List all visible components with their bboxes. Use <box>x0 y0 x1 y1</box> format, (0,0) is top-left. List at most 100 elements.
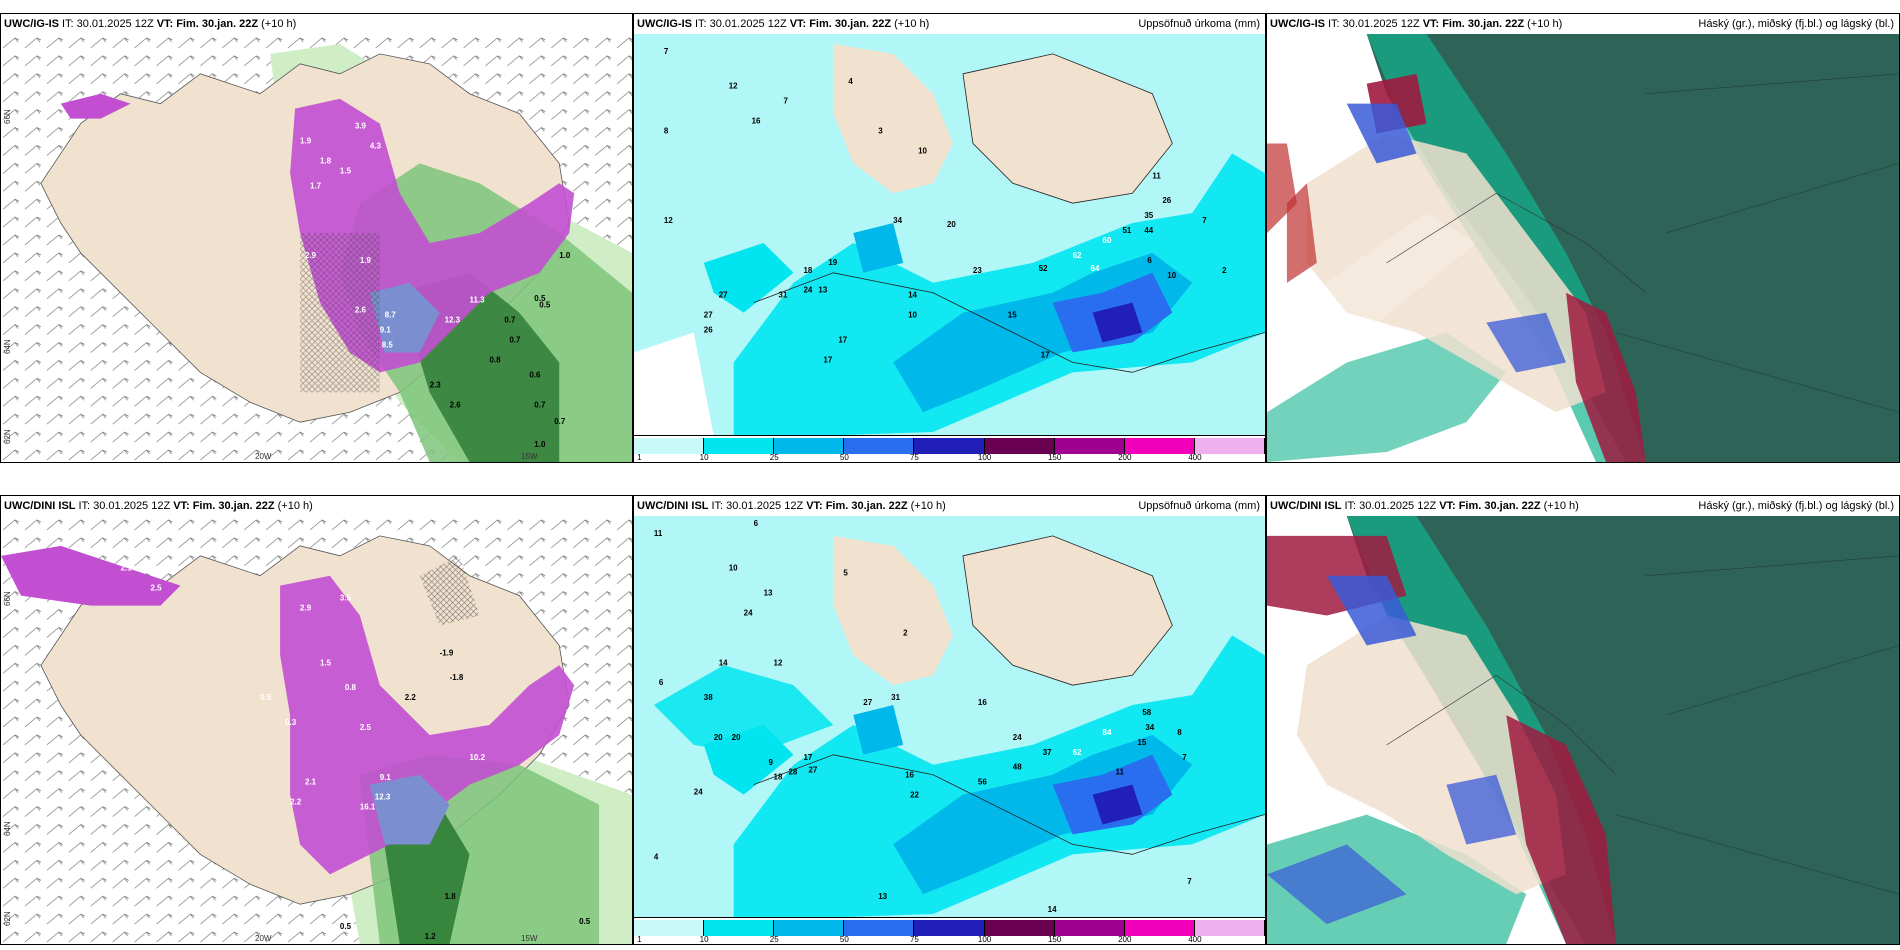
map-area: 1.9 1.8 3.9 4.3 1.5 1.7 2.9 1.9 2.6 8.7 … <box>1 34 632 462</box>
map-value: 2.6 <box>355 306 367 315</box>
lead-time: (+10 h) <box>261 18 297 30</box>
it-value: 30.01.2025 12Z <box>726 500 804 512</box>
map-value: 8 <box>664 127 669 136</box>
legend-tick-label: 25 <box>769 453 779 462</box>
lon-label-15w: 15W <box>521 452 538 461</box>
lat-label-64: 64N <box>3 821 12 836</box>
precip-area-northwest <box>60 93 131 119</box>
map-value: 8.7 <box>385 311 397 320</box>
map-value: 6 <box>659 678 664 687</box>
map-value: 38 <box>704 693 713 702</box>
panel-header: UWC/IG-IS IT: 30.01.2025 12Z VT: Fim. 30… <box>1 14 632 34</box>
legend-tick-label: 75 <box>909 453 919 462</box>
map-value: 13 <box>764 589 773 598</box>
it-value: 30.01.2025 12Z <box>1359 500 1437 512</box>
map-value: 1.2 <box>425 932 437 941</box>
map-value: 23 <box>973 266 982 275</box>
map-value: 17 <box>838 335 847 344</box>
map-value: 20 <box>714 733 723 742</box>
map-value: 2.2 <box>405 693 417 702</box>
map-value: 56 <box>978 778 987 787</box>
map-value: 11 <box>1152 171 1161 180</box>
map-value: 14 <box>1048 905 1057 914</box>
map-value: 16 <box>978 698 987 707</box>
panel-ig-is-clouds: UWC/IG-IS IT: 30.01.2025 12Z VT: Fim. 30… <box>1266 13 1900 463</box>
precipitation-map: 11 6 10 13 24 6 5 2 14 12 38 20 20 27 31… <box>634 516 1265 918</box>
map-value: 24 <box>1013 733 1022 742</box>
map-value: 0.7 <box>534 400 546 409</box>
vt-label: VT: <box>1439 500 1456 512</box>
map-value: 62 <box>1073 251 1082 260</box>
legend-swatch <box>984 920 1055 936</box>
map-value: 18 <box>774 773 783 782</box>
map-value: 16 <box>752 117 761 126</box>
legend-tick-label: 50 <box>839 453 849 462</box>
map-value: 1.8 <box>320 156 332 165</box>
map-value: 24 <box>694 788 703 797</box>
vt-label: VT: <box>789 18 807 30</box>
panel-dini-precipitation: UWC/DINI ISL IT: 30.01.2025 12Z VT: Fim.… <box>633 495 1266 945</box>
it-label: IT: <box>1328 18 1340 30</box>
vt-value: Fim. 30.jan. 22Z <box>1458 500 1541 512</box>
vt-label: VT: <box>1422 18 1440 30</box>
map-value: 62 <box>1073 748 1082 757</box>
map-value: 64 <box>1091 264 1100 273</box>
panel-header: UWC/DINI ISL IT: 30.01.2025 12Z VT: Fim.… <box>1267 496 1899 516</box>
lead-time: (+10 h) <box>1527 18 1563 30</box>
map-value: 7 <box>1182 753 1187 762</box>
map-value: 3.9 <box>355 122 367 131</box>
legend-swatch <box>1124 438 1195 454</box>
legend-swatch <box>774 920 845 936</box>
model-name: UWC/IG-IS <box>4 18 59 30</box>
map-value: 4 <box>848 77 853 86</box>
panel-header: UWC/IG-IS IT: 30.01.2025 12Z VT: Fim. 30… <box>1267 14 1899 34</box>
map-area <box>1267 516 1899 944</box>
legend-swatch <box>984 438 1055 454</box>
map-value: 51 <box>1122 226 1131 235</box>
map-value: 1.0 <box>534 440 546 449</box>
map-value: 48 <box>1013 763 1022 772</box>
vt-label: VT: <box>806 500 823 512</box>
it-label: IT: <box>695 18 707 30</box>
map-value: -1.8 <box>450 673 464 682</box>
legend-tick-label: 150 <box>1047 935 1062 944</box>
panel-header: UWC/IG-IS IT: 30.01.2025 12Z VT: Fim. 30… <box>634 14 1265 34</box>
map-value: 2.9 <box>305 251 317 260</box>
map-value: 27 <box>863 698 872 707</box>
map-value: 20 <box>947 220 956 229</box>
map-value: 8.5 <box>382 341 394 350</box>
precip-area-core <box>369 282 440 353</box>
map-value: 10 <box>1167 271 1176 280</box>
panel-field-title: Háský (gr.), miðský (fj.bl.) og lágský (… <box>1698 18 1894 30</box>
map-value: 31 <box>779 291 788 300</box>
legend-tick-label: 200 <box>1118 453 1132 462</box>
map-value: 0.5 <box>579 917 591 926</box>
lat-label-62: 62N <box>3 911 12 926</box>
map-value: 4.3 <box>370 141 382 150</box>
map-value: 5 <box>843 569 848 578</box>
map-value: 0.3 <box>285 718 297 727</box>
it-label: IT: <box>62 18 74 30</box>
map-area: 11 6 10 13 24 6 5 2 14 12 38 20 20 27 31… <box>634 516 1265 918</box>
map-value: 22 <box>910 791 919 800</box>
map-value: 9.1 <box>380 326 392 335</box>
map-area: 0.5 2.1 2.5 2.9 3.5 1.5 0.8 0.5 0.3 2.5 … <box>1 516 632 944</box>
map-value: 1.9 <box>300 136 312 145</box>
lat-label-64: 64N <box>3 339 12 354</box>
panel-header: UWC/DINI ISL IT: 30.01.2025 12Z VT: Fim.… <box>634 496 1265 516</box>
legend-tick-label: 25 <box>769 935 779 944</box>
map-value: 9.1 <box>380 773 392 782</box>
legend-swatch <box>1194 438 1265 454</box>
map-value: 26 <box>1162 196 1171 205</box>
map-value: 6 <box>754 519 759 528</box>
map-value: 1.8 <box>445 892 457 901</box>
map-value: 12 <box>664 216 673 225</box>
map-value: 24 <box>803 286 812 295</box>
legend-swatch <box>704 920 775 936</box>
panel-dini-clouds: UWC/DINI ISL IT: 30.01.2025 12Z VT: Fim.… <box>1266 495 1900 945</box>
map-value: 10 <box>729 564 738 573</box>
map-value: 11.3 <box>470 296 486 305</box>
map-value: 7 <box>1187 877 1192 886</box>
map-value: 17 <box>1041 350 1050 359</box>
legend-swatch <box>844 438 915 454</box>
